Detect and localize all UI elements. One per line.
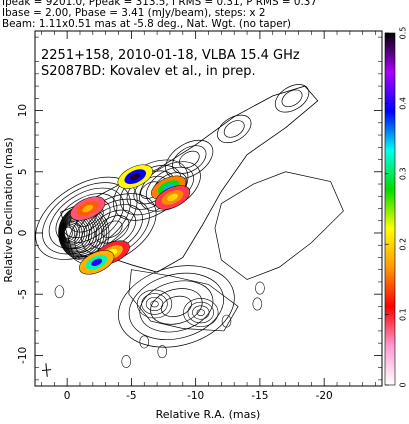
y-tick-label: -10 (17, 347, 29, 364)
jet-contour (48, 187, 124, 249)
noise-contour (54, 285, 65, 299)
southern-contour (160, 295, 192, 318)
colorbar-tick-label: 0.5 (399, 27, 408, 40)
beam-minor-axis (41, 369, 52, 372)
jet-contour (281, 89, 303, 108)
jet-contour (274, 84, 310, 113)
contour-layer (35, 84, 344, 368)
jet-contour (223, 120, 245, 138)
jet-contour (217, 114, 252, 144)
southern-contour (128, 272, 224, 340)
noise-contour (221, 314, 232, 328)
x-tick-label: -10 (187, 390, 204, 402)
polarized-region-peak (91, 258, 103, 267)
x-axis-label: Relative R.A. (mas) (156, 408, 261, 421)
y-tick-label: 10 (17, 104, 29, 117)
jet-contour (55, 193, 118, 244)
noise-contour (139, 335, 150, 349)
noise-contour (252, 297, 263, 311)
header-line-2: Ibase = 2.00, Pbase = 3.41 (mJy/beam), s… (2, 7, 266, 19)
southern-contour (145, 296, 164, 312)
southern-envelope-contour (128, 269, 239, 332)
polarized-region (117, 164, 153, 189)
y-tick-label: 0 (17, 230, 29, 237)
polarized-region-peak (82, 204, 94, 213)
x-tick-label: -5 (126, 390, 136, 402)
southern-contour (183, 298, 219, 327)
southern-contour (187, 301, 214, 324)
noise-contour (157, 345, 168, 359)
polarization-layer (70, 164, 191, 275)
chart-title: 2251+158, 2010-01-18, VLBA 15.4 GHz (41, 48, 300, 63)
diffuse-contour (214, 171, 344, 280)
southern-contour (196, 309, 205, 316)
southern-contour (118, 265, 235, 348)
polarized-region (154, 185, 191, 210)
jet-contour (178, 150, 200, 169)
colorbar-tick-label: 0.2 (399, 238, 408, 251)
x-tick-label: -15 (251, 390, 268, 402)
beam-marker (41, 363, 52, 377)
noise-contour (255, 281, 265, 295)
jet-envelope-contour (60, 85, 319, 273)
polarized-region (70, 196, 106, 221)
core-contour (62, 219, 85, 247)
axes-layer: 0 -5 -10 -15 -20 10 5 0 -5 -10 (17, 31, 382, 402)
core-contour (63, 223, 78, 243)
y-axis-label: Relative Declination (mas) (2, 137, 15, 282)
header-line-3: Beam: 1.11x0.51 mas at -5.8 deg., Nat. W… (2, 18, 291, 30)
southern-contour (136, 289, 173, 319)
core-contour (62, 221, 83, 245)
jet-contour (165, 139, 214, 180)
x-tick-label: -20 (316, 390, 333, 402)
polarized-region-peak (129, 172, 141, 181)
southern-contour (150, 288, 203, 325)
colorbar-tick-label: 0.3 (399, 167, 408, 180)
colorbar-tick-label: 0.4 (399, 97, 408, 110)
southern-contour (192, 305, 210, 320)
jet-contour (172, 145, 207, 174)
chart-subtitle: S2087BD: Kovalev et al., in prep. (41, 64, 256, 79)
polarized-region-peak (167, 193, 178, 202)
southern-contour (139, 280, 214, 333)
y-tick-label: 5 (17, 168, 29, 175)
y-tick-label: -5 (17, 289, 29, 299)
header-line-1: Ipeak = 9201.0, Ppeak = 313.5, I RMS = 0… (2, 0, 318, 8)
jet-contour (101, 220, 123, 239)
noise-contour (121, 355, 132, 368)
colorbar-tick-label: 0.1 (399, 308, 408, 321)
colorbar-ticks: 0 0.1 0.2 0.3 0.4 0.5 (385, 27, 408, 388)
southern-contour (150, 300, 159, 308)
colorbar-tick-label: 0 (399, 382, 408, 387)
polarized-region (79, 250, 115, 275)
southern-contour (141, 293, 168, 315)
x-tick-label: 0 (64, 390, 71, 402)
colorbar (384, 32, 396, 386)
